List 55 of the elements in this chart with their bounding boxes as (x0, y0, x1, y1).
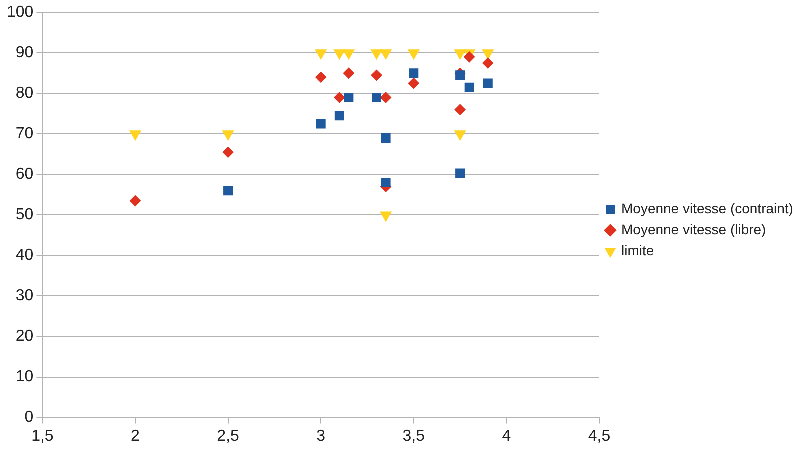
point (222, 146, 234, 158)
point (454, 130, 466, 141)
point (334, 111, 344, 121)
point (381, 133, 391, 143)
point (456, 70, 466, 80)
point (371, 70, 382, 81)
point (381, 178, 391, 188)
point (464, 52, 476, 63)
x-tick-label: 2,5 (217, 428, 240, 445)
y-tick-label: 90 (16, 44, 34, 62)
point (334, 50, 346, 60)
point (344, 92, 354, 102)
point (482, 50, 494, 60)
x-tick-label: 4,5 (588, 428, 611, 445)
y-tick-label: 40 (16, 247, 34, 264)
x-tick-label: 4 (502, 428, 512, 445)
y-tick-label: 10 (16, 368, 34, 386)
point (343, 50, 355, 60)
point (456, 168, 466, 178)
point (334, 92, 346, 104)
point (222, 130, 234, 141)
point (380, 50, 392, 60)
point (408, 78, 420, 90)
point (409, 68, 419, 78)
point (371, 50, 382, 60)
point (315, 50, 327, 60)
point (316, 119, 326, 129)
point (454, 104, 466, 116)
point (483, 78, 493, 88)
point (224, 186, 234, 196)
x-tick-label: 3,5 (402, 428, 426, 445)
y-tick-label: 50 (16, 206, 34, 224)
point (316, 72, 327, 83)
point (408, 50, 420, 60)
point (343, 68, 354, 79)
x-tick-label: 3 (316, 428, 326, 445)
legend-label: limite (622, 242, 654, 258)
point (372, 92, 382, 102)
point (130, 130, 142, 141)
y-tick-label: 0 (24, 409, 34, 426)
point (482, 58, 494, 69)
x-tick-label: 2 (131, 428, 140, 445)
point (130, 196, 141, 207)
y-tick-label: 100 (6, 4, 34, 22)
point (464, 82, 474, 92)
x-tick-label: 1,5 (32, 428, 54, 445)
point (380, 92, 392, 104)
y-tick-label: 80 (16, 85, 34, 102)
y-tick-label: 60 (16, 166, 34, 184)
y-tick-label: 70 (16, 126, 34, 143)
legend-label: Moyenne vitesse (contraint) (622, 200, 794, 216)
y-tick-label: 20 (16, 328, 34, 346)
legend-label: Moyenne vitesse (libre) (622, 221, 766, 238)
y-tick-label: 30 (16, 288, 34, 305)
point (454, 50, 466, 60)
